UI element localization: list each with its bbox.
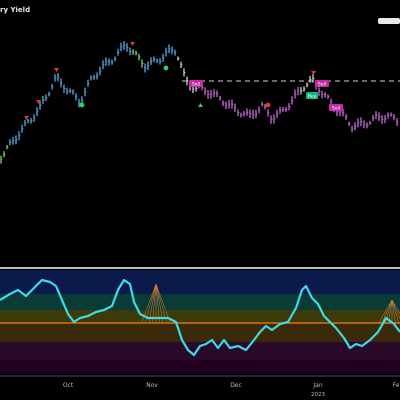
svg-text:Buy: Buy <box>308 94 317 100</box>
triangle-down-marker <box>36 100 41 104</box>
fan-line <box>155 283 171 323</box>
triangle-down-marker <box>24 116 29 120</box>
price-panel: Sell Sell Buy Sell <box>0 41 400 164</box>
signal-label: Buy <box>306 92 318 100</box>
triangle-down-marker <box>54 68 59 72</box>
fan-line <box>381 299 393 325</box>
svg-text:Sell: Sell <box>192 82 200 88</box>
x-axis: Oct Nov Dec Jan Fe 2023 <box>63 382 400 398</box>
chart-title: ry Yield <box>0 6 31 14</box>
signal-label: Sell <box>189 80 203 88</box>
fan-line <box>155 283 160 323</box>
x-tick-label: Oct <box>63 382 74 389</box>
oscillator-panel <box>0 267 400 377</box>
x-tick-label: Dec <box>230 382 242 389</box>
fan-line <box>391 299 400 319</box>
fan-line <box>152 283 157 323</box>
dot-marker <box>265 102 271 108</box>
signal-label: Sell <box>315 80 329 88</box>
fan-line <box>145 283 157 323</box>
x-tick-label: Fe <box>393 382 400 389</box>
signal-label: Sell <box>329 104 343 112</box>
fan-line <box>391 299 400 325</box>
fan-line <box>155 283 167 323</box>
triangle-down-marker <box>130 42 135 46</box>
x-tick-label: Nov <box>146 382 158 389</box>
svg-text:Sell: Sell <box>332 106 340 112</box>
price-bars <box>0 41 399 164</box>
fan-line <box>155 283 164 323</box>
fan-line <box>391 299 396 325</box>
year-label: 2023 <box>311 392 325 398</box>
fan-line <box>384 299 393 325</box>
svg-text:Sell: Sell <box>318 82 326 88</box>
triangle-down-marker <box>311 71 316 75</box>
dot-marker <box>79 102 85 108</box>
fan-line <box>377 299 393 325</box>
fan-line <box>148 283 157 323</box>
fan-line <box>391 299 400 315</box>
toolbar-chip[interactable] <box>378 18 400 24</box>
dot-marker <box>163 65 169 71</box>
triangle-up-marker <box>198 103 203 107</box>
oscillator-line <box>0 278 400 357</box>
x-tick-label: Jan <box>312 382 322 389</box>
